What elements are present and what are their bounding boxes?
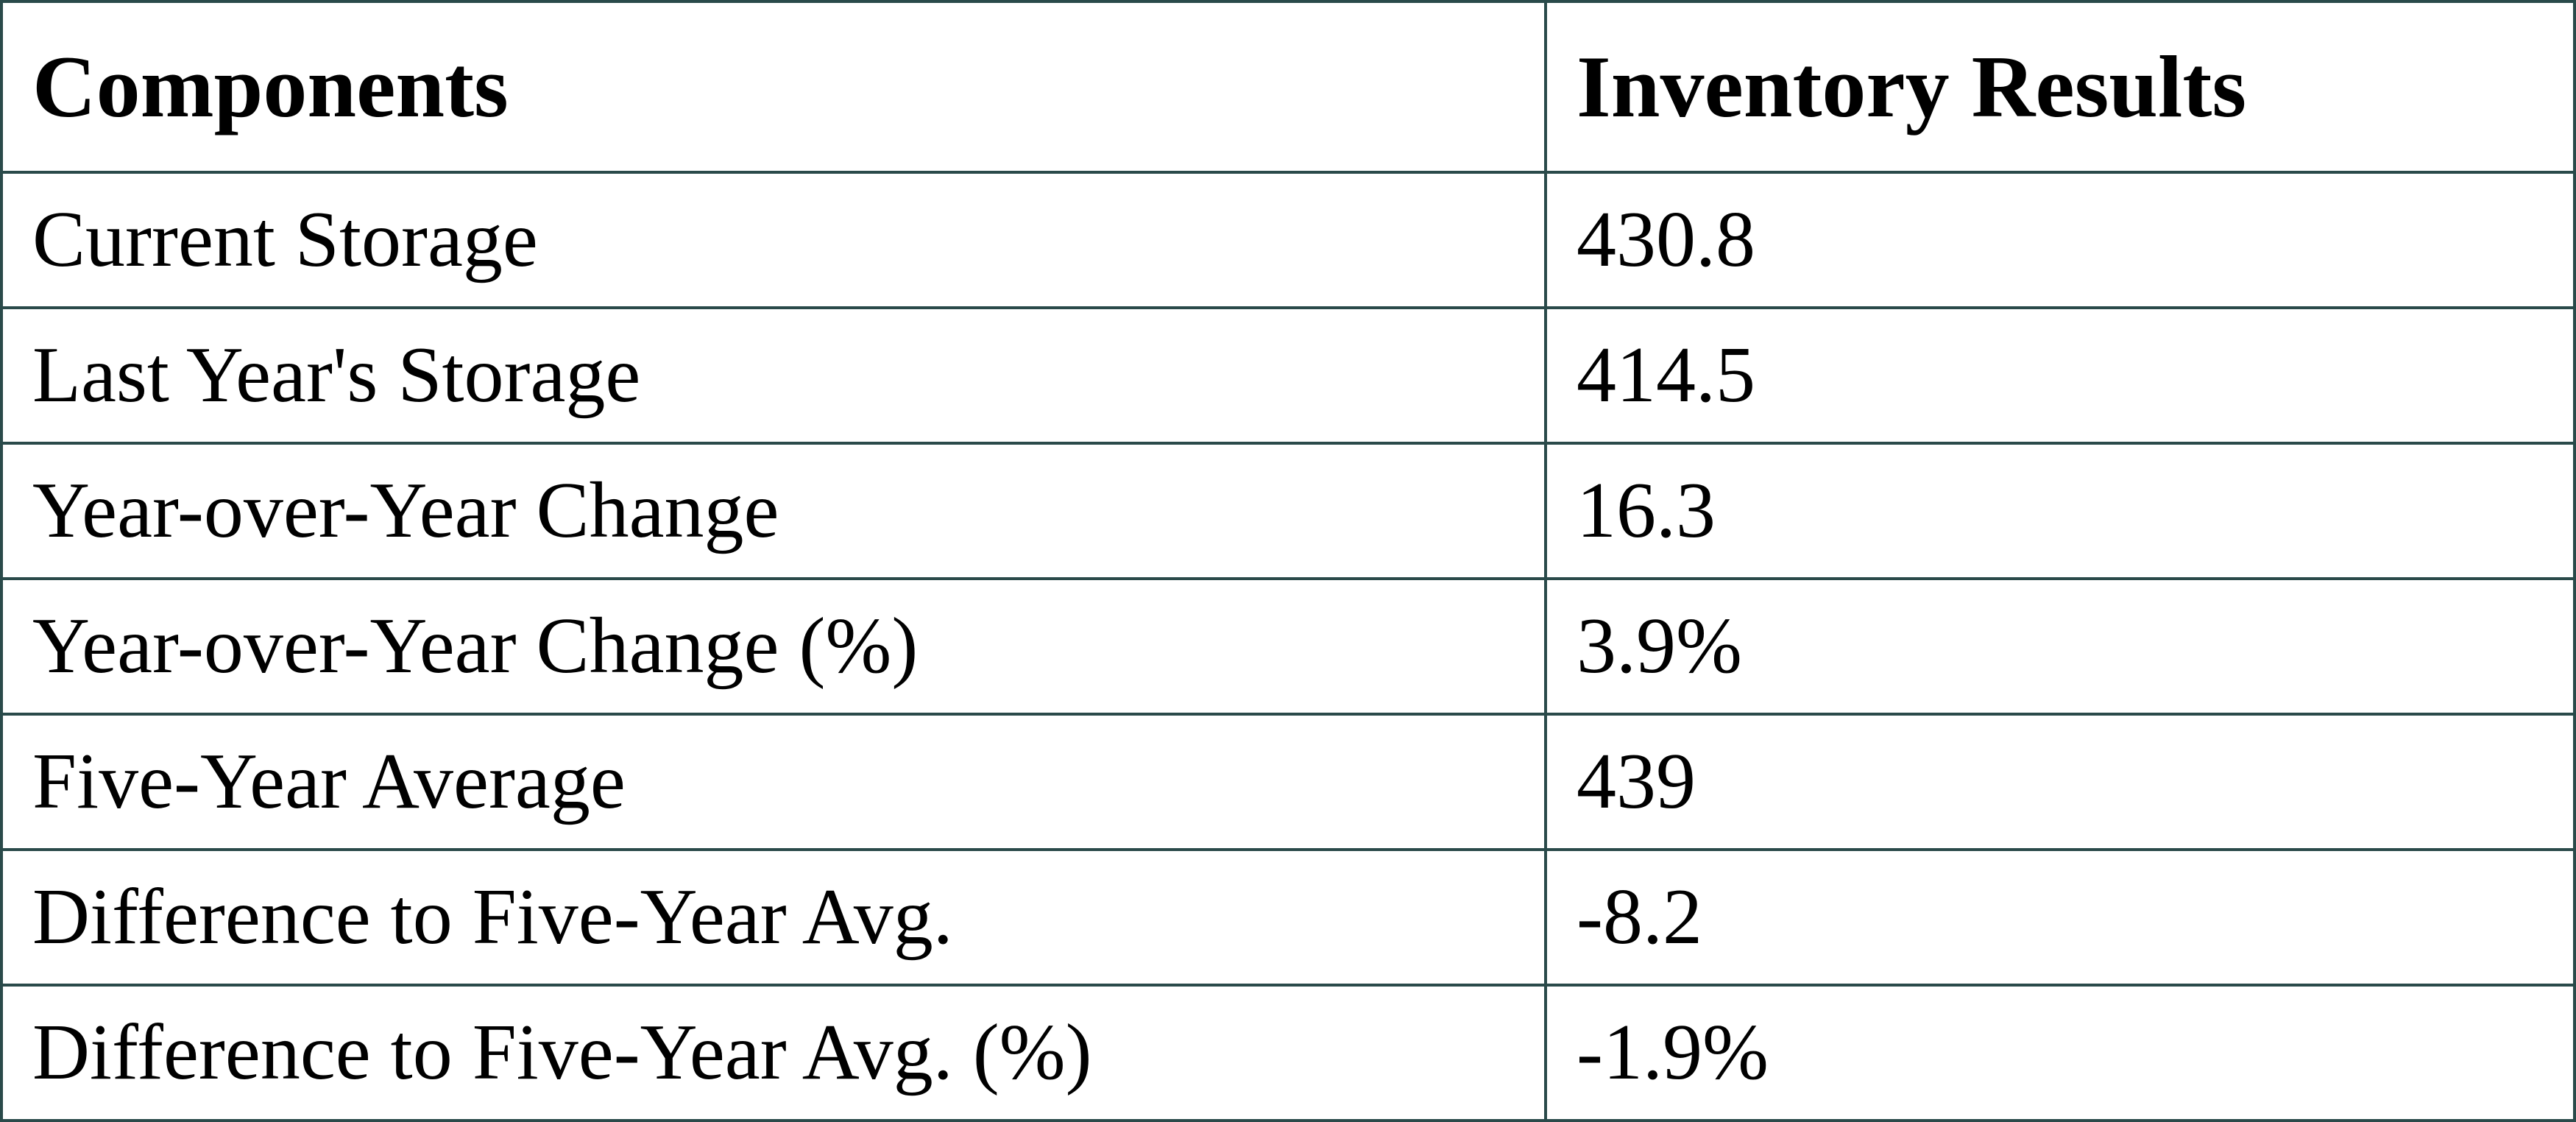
table-row: Current Storage 430.8 — [0, 171, 2576, 309]
component-cell: Year-over-Year Change (%) — [0, 577, 1547, 716]
result-cell: 430.8 — [1544, 171, 2576, 309]
header-row: Components Inventory Results — [0, 0, 2576, 174]
header-cell: Components — [0, 0, 1547, 174]
table-row: Five-Year Average 439 — [0, 713, 2576, 851]
result-cell: 3.9% — [1544, 577, 2576, 716]
component-cell: Current Storage — [0, 171, 1547, 309]
component-cell: Last Year's Storage — [0, 306, 1547, 445]
table-row: Year-over-Year Change 16.3 — [0, 442, 2576, 580]
component-cell: Five-Year Average — [0, 713, 1547, 851]
component-cell: Difference to Five-Year Avg. (%) — [0, 984, 1547, 1122]
table-row: Difference to Five-Year Avg. (%) -1.9% — [0, 984, 2576, 1122]
table-row: Year-over-Year Change (%) 3.9% — [0, 577, 2576, 716]
component-cell: Difference to Five-Year Avg. — [0, 848, 1547, 987]
result-cell: -1.9% — [1544, 984, 2576, 1122]
header-cell: Inventory Results — [1544, 0, 2576, 174]
component-cell: Year-over-Year Change — [0, 442, 1547, 580]
result-cell: 414.5 — [1544, 306, 2576, 445]
result-cell: 439 — [1544, 713, 2576, 851]
result-cell: 16.3 — [1544, 442, 2576, 580]
table-body: Current Storage 430.8 Last Year's Storage 4… — [0, 171, 2576, 1122]
table-row: Last Year's Storage 414.5 — [0, 306, 2576, 445]
result-cell: -8.2 — [1544, 848, 2576, 987]
table-row: Difference to Five-Year Avg. -8.2 — [0, 848, 2576, 987]
table-header: Components Inventory Results — [0, 0, 2576, 174]
